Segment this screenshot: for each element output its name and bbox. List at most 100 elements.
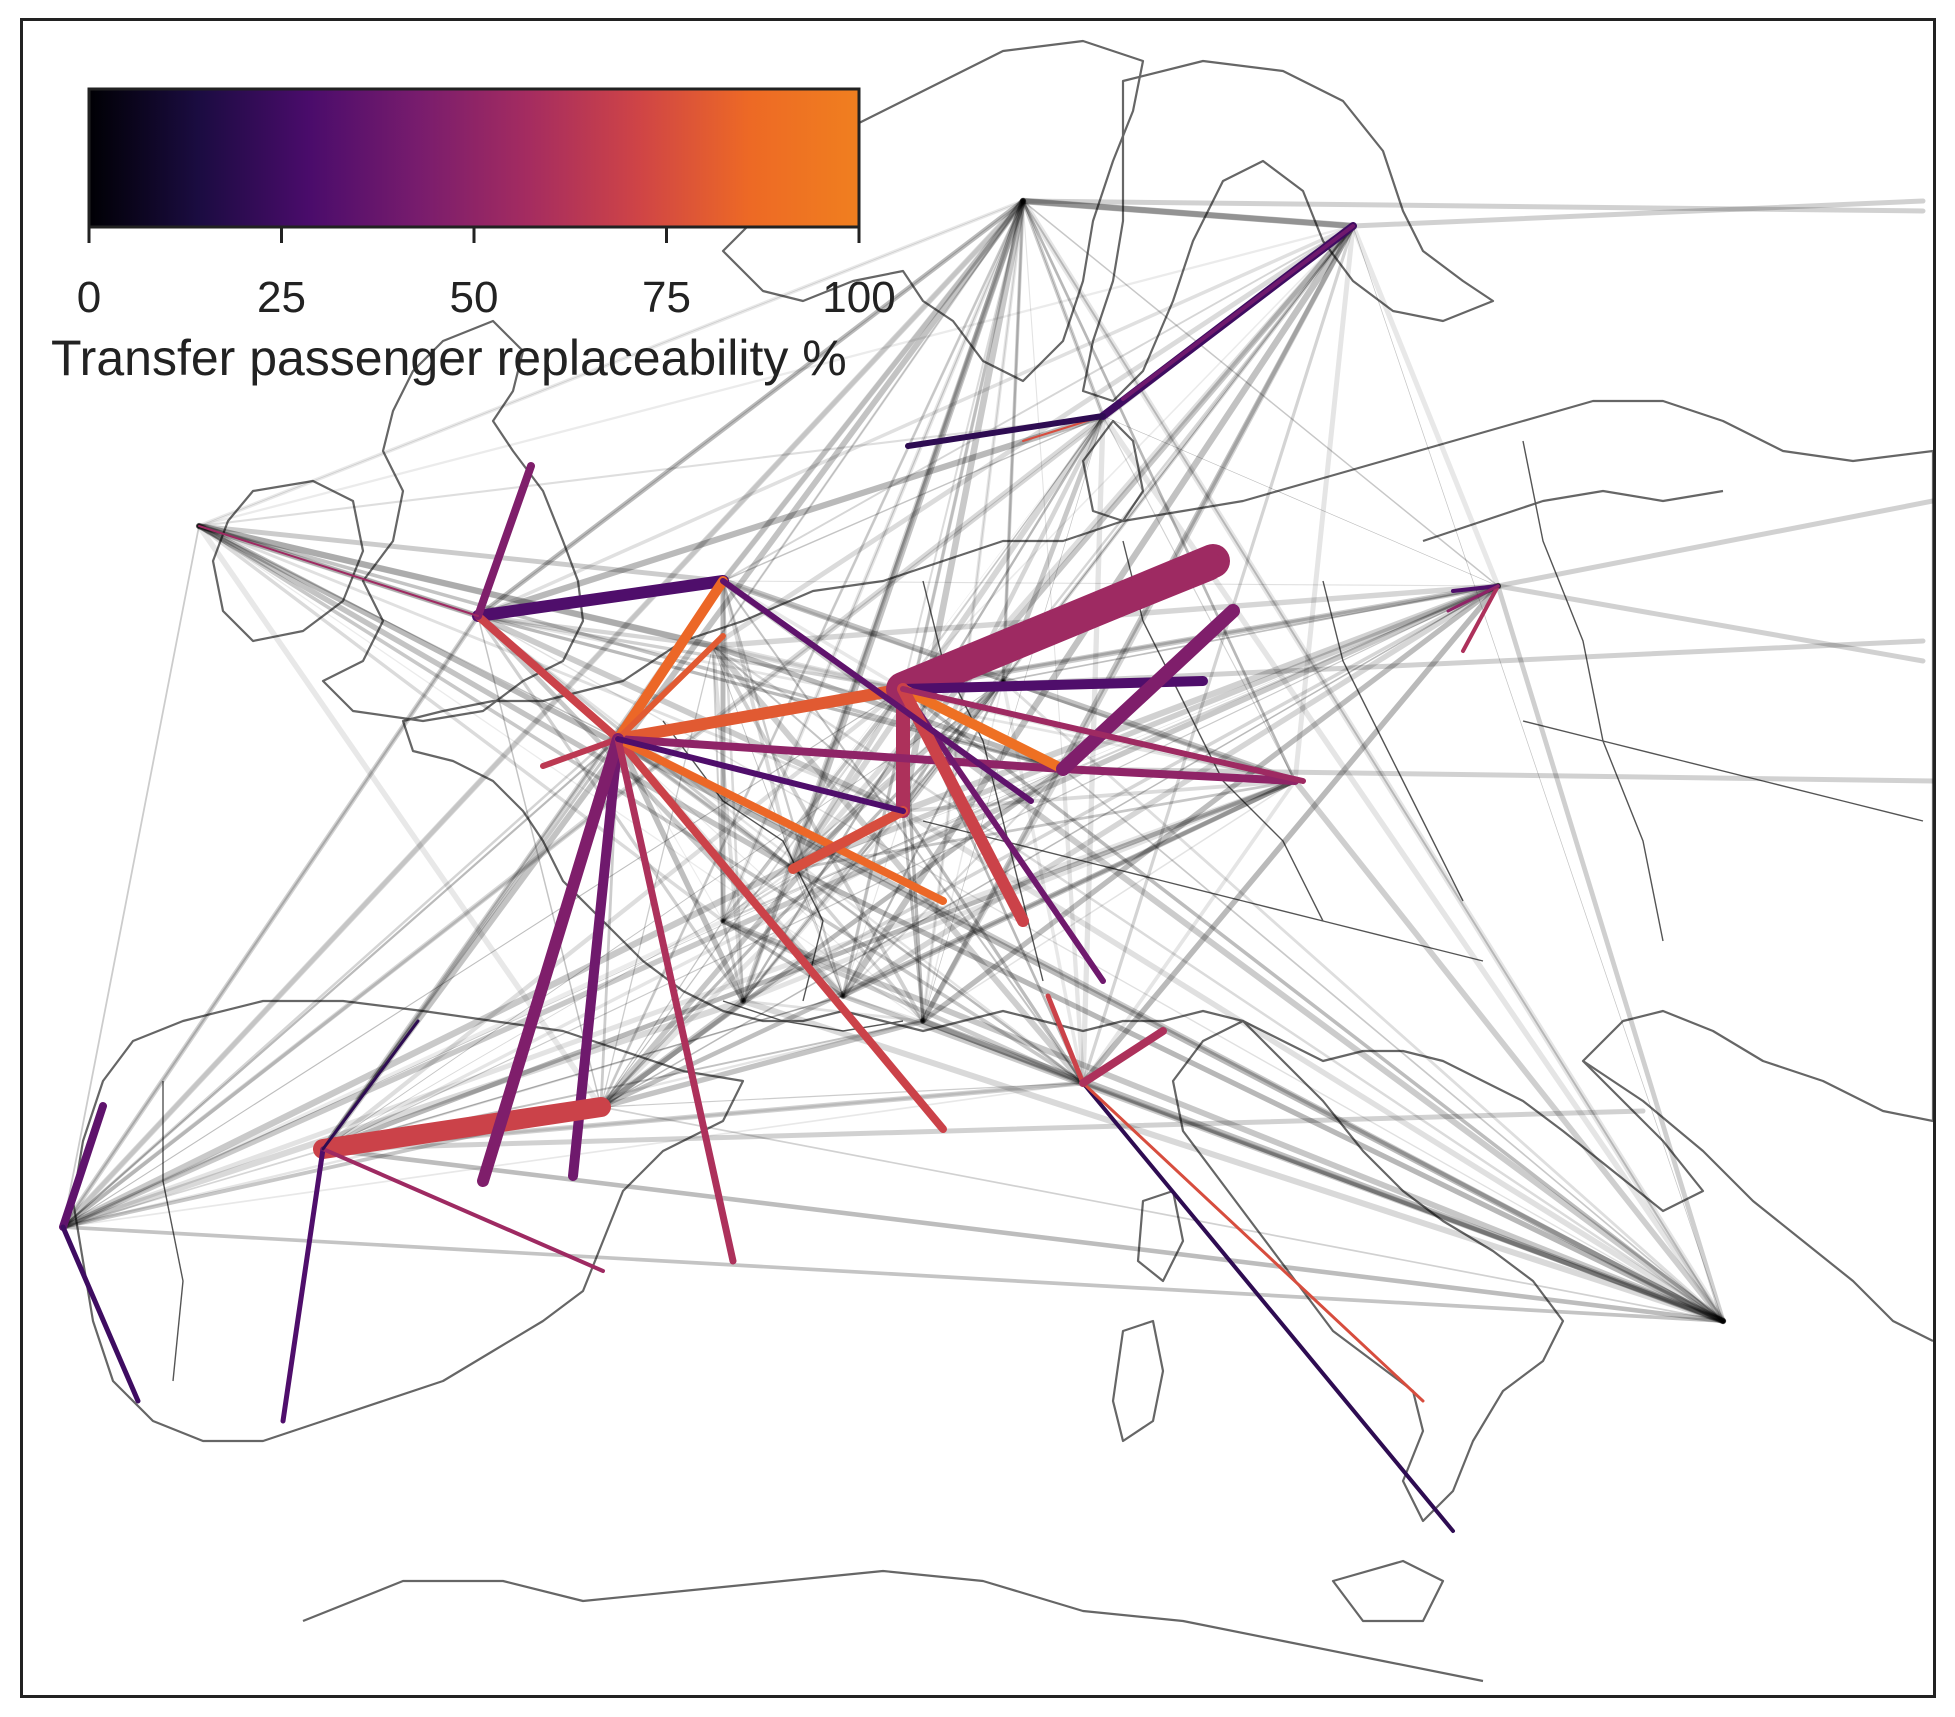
context-edge [722,415,1104,582]
context-edge [320,686,906,1152]
context-edge [62,768,1064,1228]
context-edge [721,687,905,923]
context-edge [720,198,1026,584]
replaceability-edge [540,736,621,769]
context-edge [902,225,1354,812]
context-edge [922,415,1104,1022]
context-edge [1022,200,1499,587]
context-edge [197,524,1085,1085]
context-edge [741,584,1500,1003]
context-edge [475,613,716,649]
context-edge [195,522,717,650]
replaceability-edge [1121,224,1355,401]
context-edge [475,613,906,814]
context-edge [62,615,479,1228]
replaceability-edges [59,222,1500,1533]
context-edge [742,868,794,1002]
context-edge [922,780,1296,1022]
replaceability-edge [615,736,906,814]
replaceability-edge [788,806,908,874]
context-edge [600,1082,1084,1108]
context-edge [320,198,1026,1152]
context-edge [615,736,746,1004]
context-edge [741,999,925,1023]
context-edge [1350,223,1501,589]
context-edge [477,615,602,1108]
context-edge [840,583,1501,999]
context-edge [1020,198,1926,214]
context-edge [1350,198,1926,229]
context-edge [598,766,1066,1110]
replaceability-edge [60,1224,141,1404]
context-edge [1022,200,1104,417]
context-edge [841,767,1065,998]
context-edge [920,583,1501,1024]
context-edge [1001,224,1355,683]
replaceability-edge [474,462,535,620]
context-edge [721,867,795,923]
context-edge [922,200,1024,1022]
replaceability-edge [614,735,947,905]
context-edge [840,778,1298,999]
context-edge [600,415,1104,1108]
context-edge [711,199,1025,648]
context-edge [198,525,619,740]
context-edge [1001,199,1025,683]
replaceability-edge [472,575,729,622]
context-edge [615,736,1726,1324]
context-edge [59,997,747,1231]
context-edge [722,580,1499,587]
context-edge [1292,778,1726,1324]
replaceability-edge [1461,584,1500,653]
context-edge [712,645,904,812]
context-edge [790,583,1501,872]
context-edge [741,679,1005,1003]
context-edge [842,995,924,1022]
colorbar-tick-0: 0 [76,273,102,322]
context-edge [477,615,1724,1322]
context-edge [196,523,796,872]
context-edge [62,995,844,1228]
context-edge [1060,766,1086,1086]
context-edge [597,997,747,1111]
context-edge [721,919,745,1003]
replaceability-edge [1059,765,1299,785]
replaceability-edge [888,551,1223,704]
context-edge [711,644,925,1023]
replaceability-edge [613,576,728,744]
context-edge [1495,583,1726,1324]
context-edge [615,736,796,872]
replaceability-edge [905,413,1106,449]
context-edge [60,198,1026,1230]
replaceability-edge [614,735,1067,773]
colorbar-tick-100: 100 [822,273,896,322]
context-edge [719,577,1727,1325]
context-edge [475,198,1026,619]
context-edge [474,412,1107,620]
context-edge [319,197,1027,1153]
context-edge [600,920,724,1108]
context-edge [902,200,1024,690]
context-edge [59,807,907,1231]
context-edge [740,778,1298,1004]
context-edge [599,199,1025,1109]
context-edge [1352,225,1724,1322]
context-edge [198,525,924,1022]
context-edge [1001,679,1297,783]
replaceability-edge [313,1097,611,1159]
context-edge [899,197,1027,815]
context-edge [720,198,1026,924]
replaceability-edge [321,1147,605,1273]
context-edge [720,198,1026,584]
context-edge [197,524,725,923]
context-edge [1062,768,1724,1322]
context-edge [712,200,1024,647]
context-edge [720,918,1086,1086]
context-edge [841,679,1005,998]
context-edge [1022,200,1064,770]
context-edge [1495,498,1933,589]
replaceability-edge [615,633,726,742]
colorbar [87,87,861,243]
context-edge [617,738,724,922]
context-edge [920,223,1356,1024]
